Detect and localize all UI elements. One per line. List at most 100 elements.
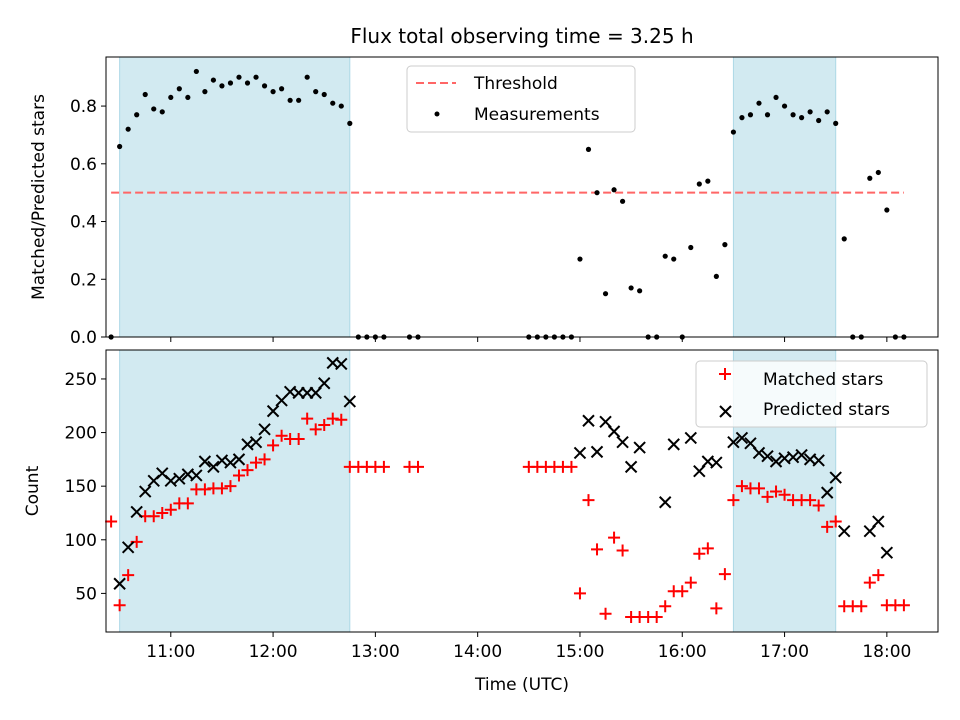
predicted-star-point [113,577,126,590]
bottom-ylabel: Count [23,465,43,516]
matched-star-point [335,413,348,426]
bottom-legend: Matched stars Predicted stars [695,360,928,428]
measurement-point [168,94,174,101]
legend-measurements-swatch [434,111,440,117]
measurement-point [313,89,319,95]
matched-star-point [122,569,135,582]
predicted-star-point [607,425,621,438]
matched-star-point [267,439,280,452]
measurement-point [790,112,796,118]
bottom-axes-frame [105,349,939,633]
measurement-point [253,74,259,80]
measurement-point [662,253,668,259]
matched-star-point [113,599,126,612]
matched-star-point [863,576,876,589]
matched-star-point [735,480,748,493]
matched-star-point [752,482,765,495]
measurement-point [764,112,771,118]
matched-star-point [676,585,689,598]
measurement-point [781,103,788,109]
predicted-star-point [343,395,357,408]
measurement-point [833,120,839,126]
bottom-ytick-label: 150 [65,477,97,497]
matched-star-point [599,607,612,620]
predicted-star-point [590,445,604,459]
measurement-point [117,143,123,150]
matched-star-point [616,544,629,557]
measurement-point [125,126,131,132]
measurement-point [321,91,327,98]
matched-star-point [804,494,817,507]
measurement-point [338,103,344,109]
matched-star-point [710,602,723,615]
chart-title: Flux total observing time = 3.25 h [350,24,693,48]
legend-predicted-label: Predicted stars [763,400,890,420]
measurement-point [773,94,779,101]
predicted-star-point [761,449,774,463]
measurement-point [279,86,285,92]
matched-star-point [684,576,697,589]
measurement-point [151,106,157,112]
top-ylabel: Matched/Predicted stars [29,94,49,300]
bottom-panel: 50 100 150 200 250 11:00 12:00 13:00 14:00 15:00… [23,349,939,695]
legend-matched-label: Matched stars [763,370,883,390]
legend-predicted-swatch [719,405,732,418]
predicted-star-point [812,454,825,467]
measurement-point [244,80,251,86]
matched-star-point [812,499,825,512]
matched-star-point [821,520,834,533]
top-legend-box [406,65,636,133]
matched-star-point [147,510,160,523]
measurement-point [730,129,737,135]
measurement-point [202,89,208,95]
matched-star-point [164,503,177,516]
measurement-point [722,242,728,248]
predicted-star-point [318,377,331,390]
bottom-xtick-label: 11:00 [146,642,195,662]
predicted-star-point [258,423,271,436]
matched-star-point [156,506,169,519]
predicted-star-point [335,357,348,371]
matched-star-point [659,600,672,613]
measurement-point [619,198,626,204]
bottom-xtick-label: 16:00 [658,642,707,662]
measurement-point [884,207,890,213]
predicted-star-point [880,546,894,559]
bottom-xtick-label: 15:00 [555,642,604,662]
predicted-star-point [573,446,587,460]
matched-star-point [718,568,731,581]
predicted-star-point [769,455,783,468]
measurement-point [193,68,199,75]
matched-star-point [275,429,288,442]
predicted-star-point [752,446,766,460]
matched-star-point [727,494,740,507]
measurement-point [841,236,847,242]
matched-star-point [292,432,305,445]
predicted-star-point [582,414,595,427]
measurement-point [824,109,830,115]
measurement-point [270,89,276,95]
bottom-ytick-label: 250 [65,370,97,390]
bottom-xlabel: Time (UTC) [474,675,569,695]
measurement-point [585,146,592,152]
measurement-point [219,83,225,89]
measurement-point [799,115,805,121]
matched-star-point [318,419,331,432]
predicted-star-point [198,455,212,468]
top-ytick-label: 0.2 [70,270,97,290]
matched-star-point [701,542,714,555]
predicted-star-point [266,404,280,418]
matched-star-point [761,490,774,503]
matched-star-point [565,460,578,473]
predicted-star-point [207,460,220,474]
measurement-point [142,91,148,98]
top-ytick-label: 0.4 [70,213,97,233]
measurement-point [705,178,711,184]
measurement-point [875,169,881,176]
measurement-point [594,190,600,196]
top-panel: 0.00.20.40.60.8 Matched/Predicted stars … [29,56,939,348]
bottom-xtick-label: 18:00 [862,642,911,662]
bottom-ytick-label: 100 [65,531,97,551]
legend-threshold-label: Threshold [473,74,558,94]
matched-star-point [198,483,211,496]
